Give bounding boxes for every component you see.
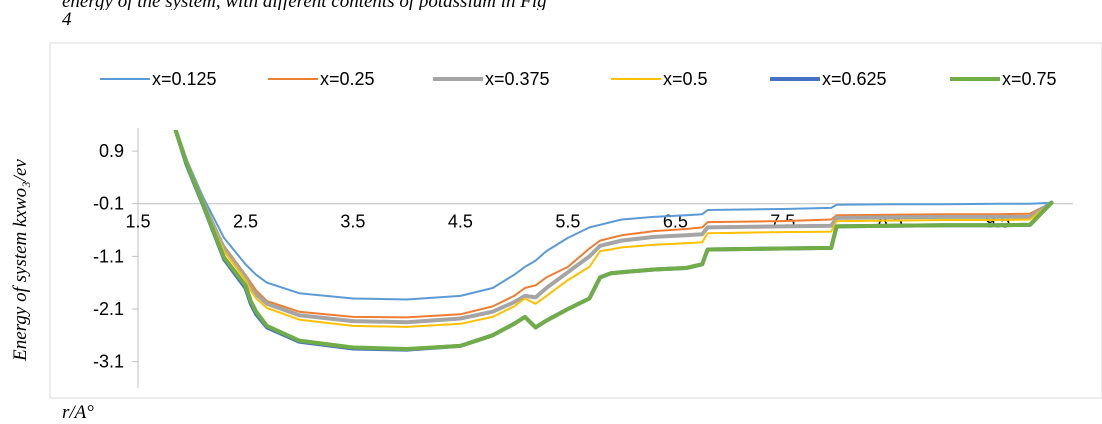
x-tick-label: 5.5	[555, 212, 580, 232]
chart-frame	[49, 42, 1102, 399]
legend-label: x=0.75	[1002, 69, 1057, 89]
x-tick-label: 4.5	[448, 212, 473, 232]
y-tick-label: -0.1	[93, 194, 124, 214]
legend-label: x=0.5	[663, 69, 708, 89]
plot-lines	[173, 130, 1054, 352]
legend-item: x=0.125	[100, 69, 217, 89]
legend-item: x=0.625	[770, 69, 887, 89]
y-tick-label: -2.1	[93, 299, 124, 319]
y-tick-label: -3.1	[93, 352, 124, 372]
legend-label: x=0.375	[485, 69, 550, 89]
series-line-4	[174, 130, 1053, 328]
x-unit-label: r/A°	[62, 402, 94, 423]
legend-item: x=0.5	[611, 69, 708, 89]
legend-label: x=0.25	[320, 69, 375, 89]
legend-item: x=0.25	[268, 69, 375, 89]
header-text-line-1: energy of the system, with different con…	[62, 0, 547, 10]
legend-label: x=0.125	[152, 69, 217, 89]
header-text: energy of the system, with different con…	[62, 0, 547, 29]
legend-item: x=0.75	[950, 69, 1057, 89]
y-tick-label: -1.1	[93, 246, 124, 266]
y-axis-label: Energy of system kxwo₃/ev	[10, 159, 31, 362]
series-line-2	[174, 130, 1053, 319]
legend-item: x=0.375	[433, 69, 550, 89]
legend: x=0.125 x=0.25 x=0.375 x=0.5 x=0.625 x=0.75	[100, 69, 1057, 89]
series-line-3	[173, 130, 1054, 325]
series-line-1	[174, 130, 1053, 301]
x-tick-label: 2.5	[233, 212, 258, 232]
series-line-6	[173, 130, 1054, 351]
y-tick-label: 0.9	[99, 141, 124, 161]
y-axis: 0.9 -0.1 -1.1 -2.1 -3.1	[93, 128, 139, 388]
chart: x=0.125 x=0.25 x=0.375 x=0.5 x=0.625 x=0.75 0…	[10, 42, 1102, 399]
x-tick-label: 3.5	[340, 212, 365, 232]
header-text-line-2: 4	[62, 10, 72, 29]
legend-label: x=0.625	[822, 69, 887, 89]
x-tick-label: 1.5	[125, 212, 150, 232]
